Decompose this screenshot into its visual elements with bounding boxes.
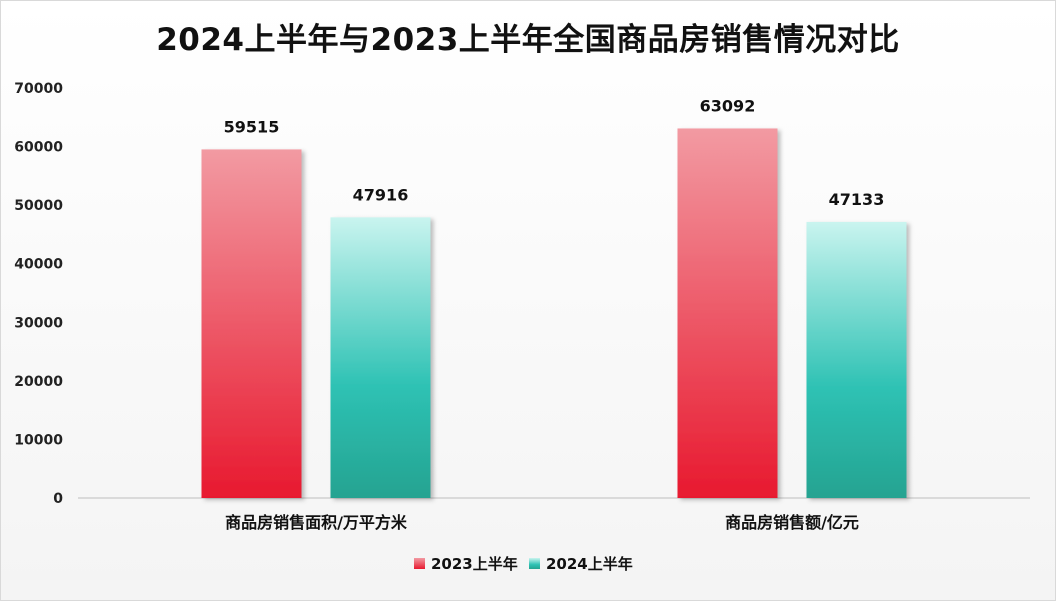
data-label: 47133	[829, 190, 885, 209]
legend-label: 2024上半年	[546, 555, 633, 573]
x-category-label: 商品房销售面积/万平方米	[225, 513, 408, 532]
data-label: 47916	[353, 185, 409, 204]
y-tick-label: 70000	[14, 81, 63, 97]
legend-label: 2023上半年	[431, 555, 518, 573]
legend-swatch	[529, 558, 540, 569]
bar	[677, 128, 778, 499]
bar	[806, 221, 907, 498]
chart-title: 2024上半年与2023上半年全国商品房销售情况对比	[156, 22, 900, 58]
x-category-label: 商品房销售额/亿元	[725, 513, 859, 532]
data-label: 63092	[700, 96, 756, 115]
legend-swatch	[414, 558, 425, 569]
bar	[201, 149, 302, 498]
data-label: 59515	[224, 117, 280, 136]
y-tick-label: 50000	[14, 198, 63, 214]
y-tick-label: 10000	[14, 432, 63, 448]
y-tick-label: 0	[53, 491, 63, 507]
bar	[330, 217, 431, 499]
y-tick-label: 60000	[14, 140, 63, 156]
y-tick-label: 40000	[14, 257, 63, 273]
y-tick-label: 30000	[14, 315, 63, 331]
y-tick-label: 20000	[14, 374, 63, 390]
